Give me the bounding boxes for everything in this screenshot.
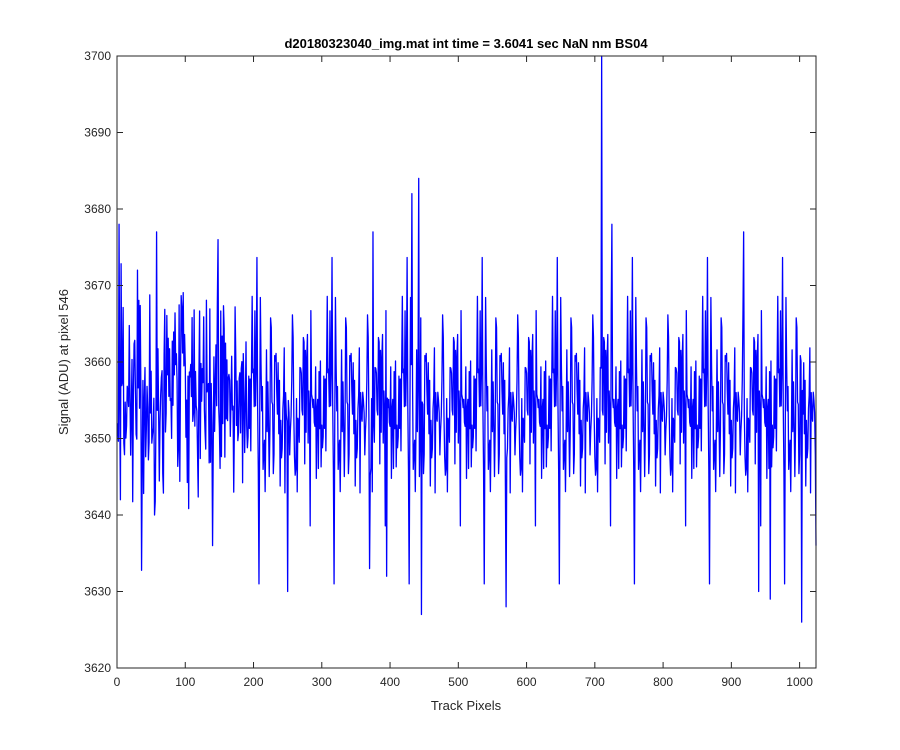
- axes-background: [117, 56, 816, 668]
- x-tick-label: 600: [517, 675, 537, 689]
- y-tick-label: 3690: [84, 126, 111, 140]
- axes-frame: [116, 55, 817, 669]
- x-tick-label: 0: [114, 675, 121, 689]
- y-tick-label: 3620: [84, 661, 111, 675]
- y-tick-label: 3660: [84, 355, 111, 369]
- signal-series-line: [117, 55, 817, 623]
- x-tick-label: 500: [448, 675, 468, 689]
- x-tick-label: 1000: [786, 675, 813, 689]
- y-tick-label: 3680: [84, 202, 111, 216]
- x-tick-label: 200: [244, 675, 264, 689]
- x-tick-label: 400: [380, 675, 400, 689]
- series-layer: [117, 55, 817, 623]
- x-tick-label: 800: [653, 675, 673, 689]
- y-tick-label: 3670: [84, 279, 111, 293]
- chart-title: d20180323040_img.mat int time = 3.6041 s…: [284, 36, 648, 51]
- y-tick-label: 3650: [84, 432, 111, 446]
- x-tick-label: 900: [721, 675, 741, 689]
- x-axis-label: Track Pixels: [431, 698, 502, 713]
- x-tick-label: 700: [585, 675, 605, 689]
- y-tick-label: 3700: [84, 49, 111, 63]
- y-axis-label: Signal (ADU) at pixel 546: [56, 289, 71, 435]
- y-tick-label: 3640: [84, 508, 111, 522]
- x-tick-label: 300: [312, 675, 332, 689]
- x-tick-label: 100: [175, 675, 195, 689]
- ticks-layer: 0 100 200 300 400 500 600 700 800 900 1000 3620 3630…: [84, 49, 816, 689]
- y-tick-label: 3630: [84, 585, 111, 599]
